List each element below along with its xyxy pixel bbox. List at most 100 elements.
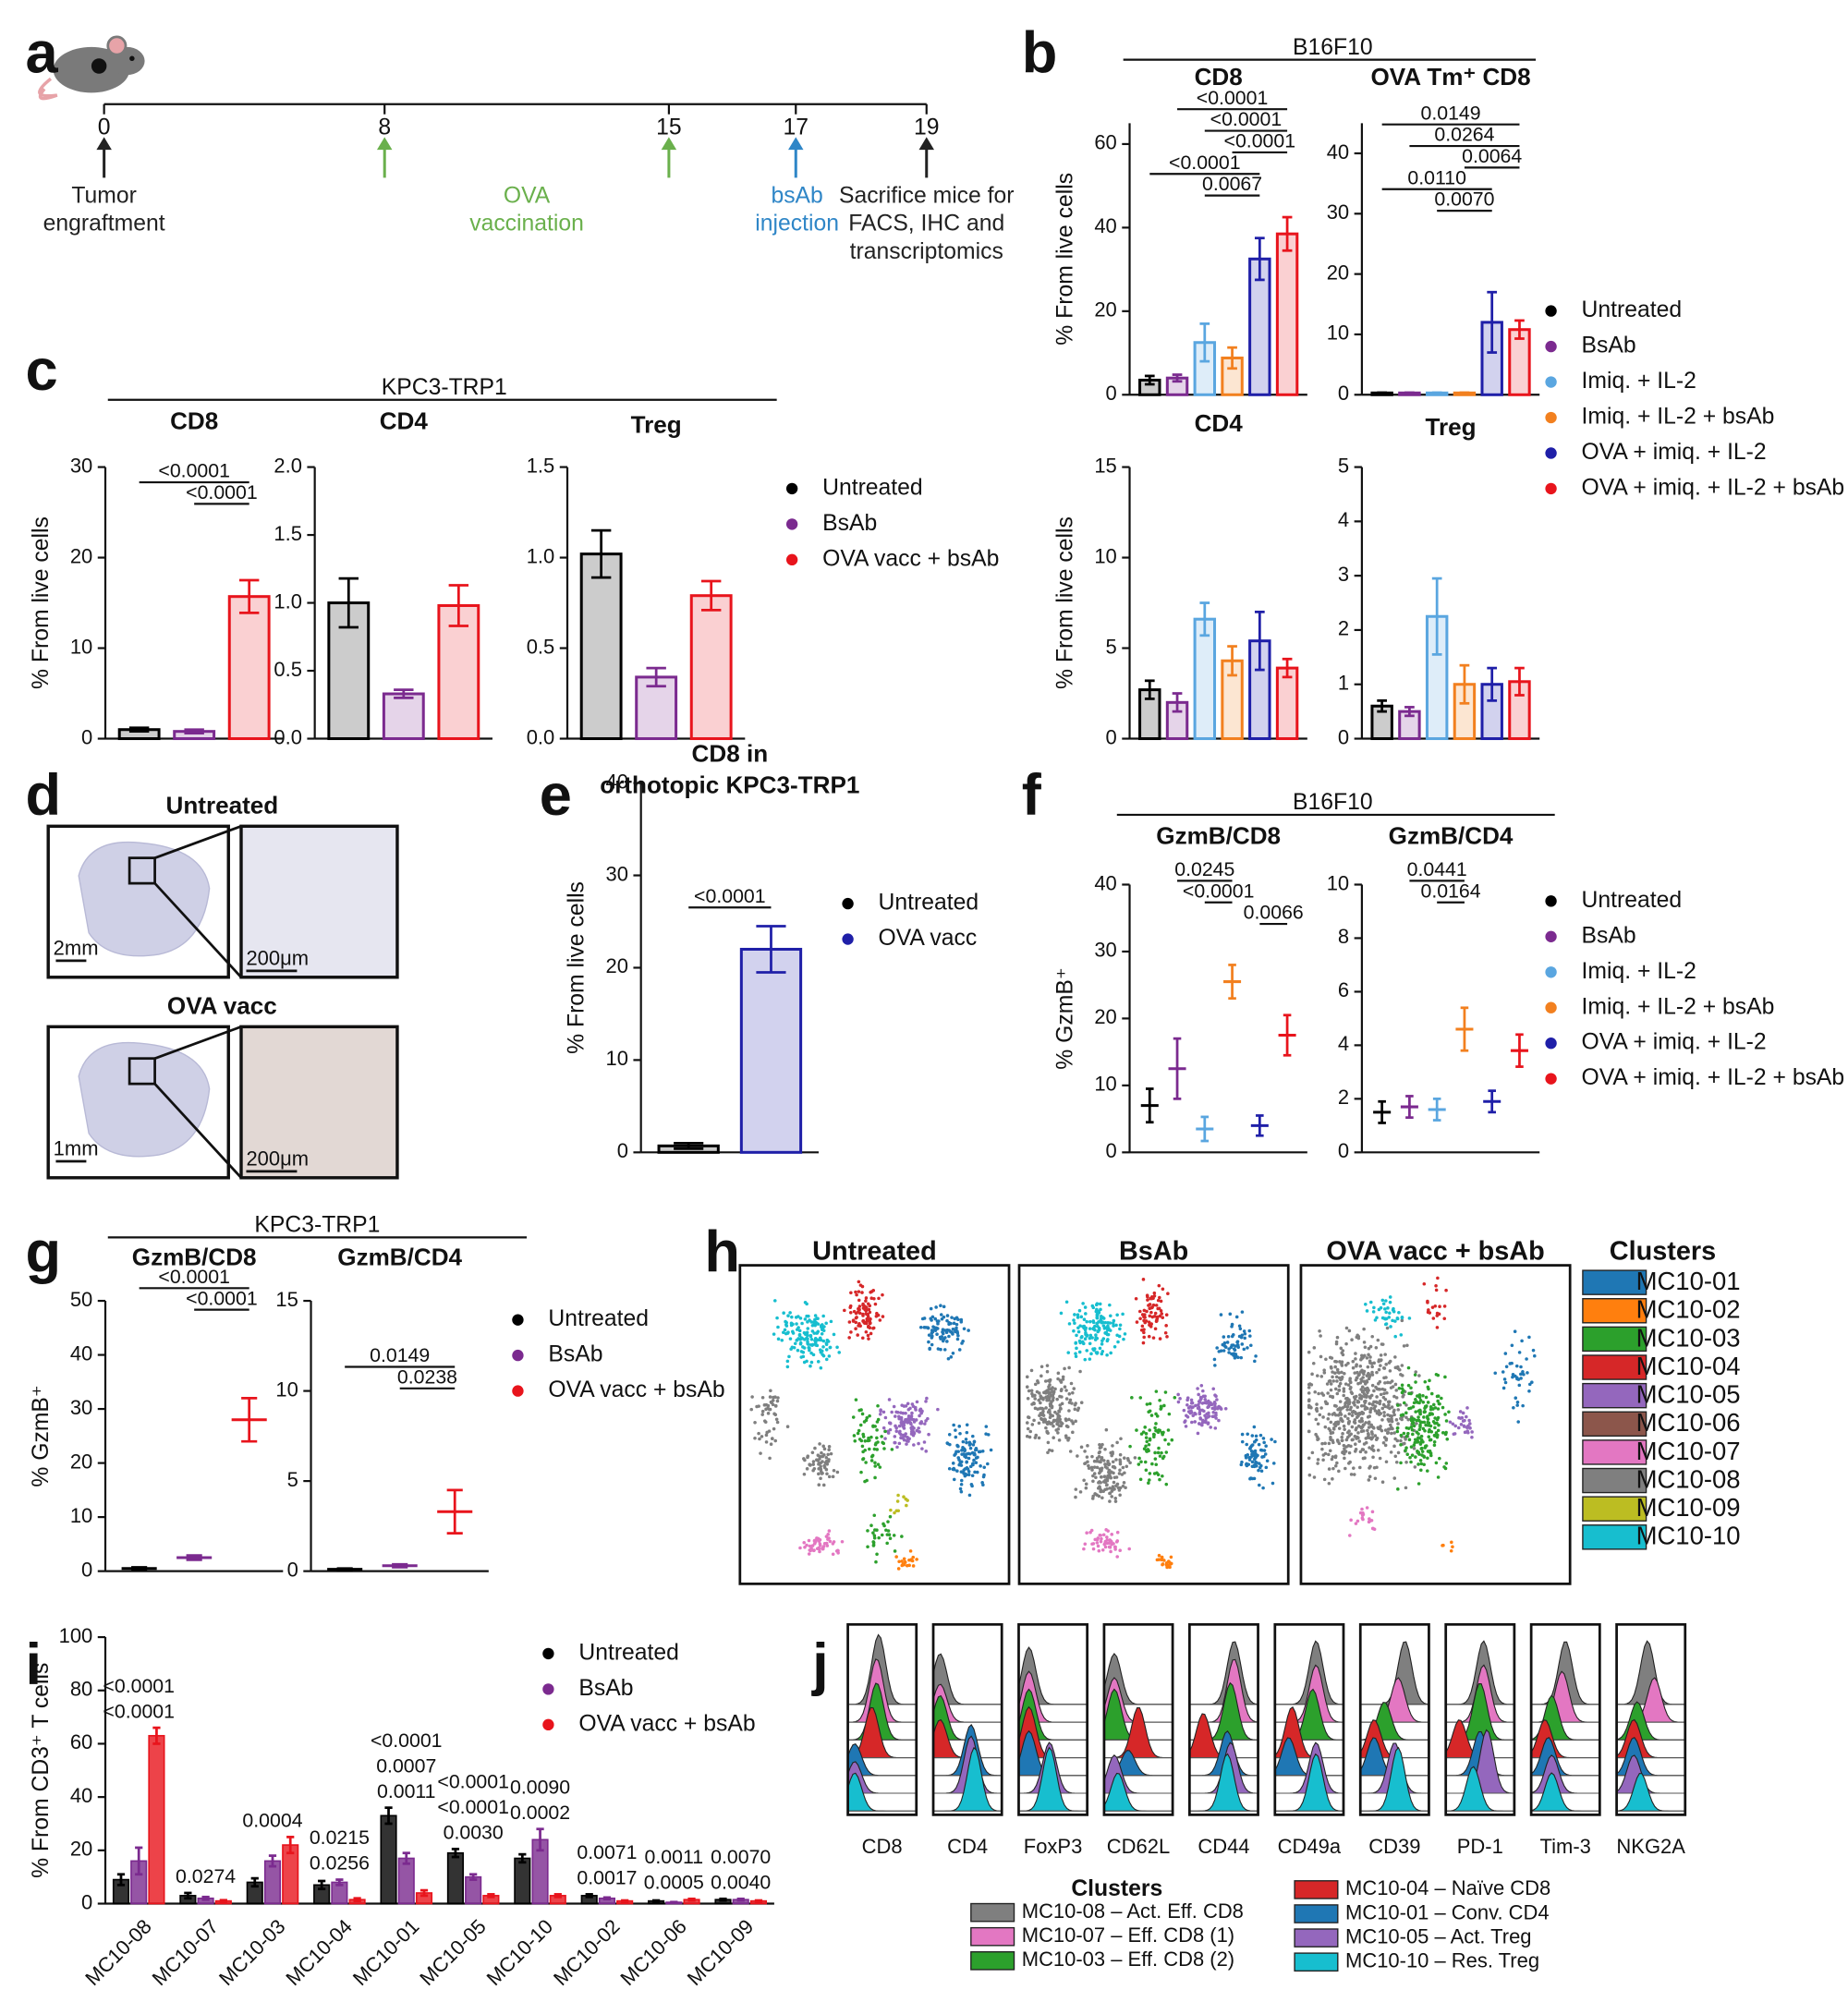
cell-point bbox=[1084, 1332, 1088, 1337]
cell-point bbox=[1112, 1345, 1117, 1349]
cell-point bbox=[1327, 1379, 1331, 1383]
cell-point bbox=[1115, 1555, 1119, 1559]
cell-point bbox=[1100, 1547, 1105, 1552]
cell-point bbox=[1204, 1401, 1209, 1405]
cell-point bbox=[1240, 1460, 1244, 1464]
cell-point bbox=[959, 1489, 964, 1494]
cell-point bbox=[1122, 1337, 1125, 1341]
cell-point bbox=[888, 1421, 893, 1426]
cell-point bbox=[1377, 1381, 1380, 1386]
cell-point bbox=[892, 1404, 896, 1409]
cell-point bbox=[828, 1345, 833, 1350]
legend-swatch bbox=[1294, 1904, 1339, 1923]
cell-point bbox=[1400, 1383, 1404, 1388]
chart-title: Treg bbox=[631, 411, 682, 439]
cell-point bbox=[1399, 1433, 1404, 1438]
y-tick-label: 0 bbox=[1338, 1139, 1349, 1162]
legend-swatch bbox=[970, 1926, 1015, 1947]
cell-point bbox=[1353, 1371, 1357, 1375]
cell-point bbox=[1211, 1387, 1216, 1391]
cell-point bbox=[1419, 1468, 1423, 1473]
cell-point bbox=[763, 1420, 768, 1425]
cell-point bbox=[1098, 1302, 1102, 1306]
panel-label: a bbox=[25, 21, 58, 86]
cell-point bbox=[1315, 1406, 1319, 1411]
legend-swatch bbox=[1582, 1467, 1647, 1494]
legend-swatch bbox=[970, 1902, 1015, 1923]
cell-point bbox=[1316, 1422, 1320, 1426]
error-bar bbox=[451, 1848, 460, 1859]
cell-point bbox=[1056, 1416, 1060, 1421]
cell-point bbox=[936, 1347, 941, 1351]
cell-point bbox=[1149, 1322, 1153, 1326]
cell-point bbox=[832, 1332, 836, 1337]
cell-point bbox=[1362, 1372, 1366, 1377]
cell-point bbox=[1066, 1351, 1071, 1354]
cell-point bbox=[864, 1296, 869, 1300]
cell-point bbox=[1250, 1452, 1254, 1456]
cell-point bbox=[1118, 1460, 1123, 1464]
y-tick-label: 50 bbox=[70, 1288, 92, 1311]
cell-point bbox=[961, 1439, 966, 1444]
cell-point bbox=[1246, 1453, 1250, 1457]
p-value: 0.0040 bbox=[711, 1871, 771, 1893]
cell-point bbox=[868, 1310, 872, 1315]
error-bar bbox=[585, 1893, 593, 1899]
cell-point bbox=[1406, 1365, 1411, 1370]
cell-point bbox=[1109, 1549, 1112, 1554]
cell-point bbox=[917, 1441, 920, 1446]
cell-point bbox=[1322, 1368, 1326, 1372]
cell-point bbox=[1106, 1459, 1110, 1463]
cell-point bbox=[1468, 1426, 1472, 1430]
error-bar bbox=[241, 1397, 258, 1443]
cell-point bbox=[1067, 1322, 1072, 1326]
cell-point bbox=[1313, 1389, 1318, 1394]
cell-point bbox=[866, 1325, 870, 1329]
cell-point bbox=[1094, 1475, 1098, 1480]
cell-point bbox=[1445, 1437, 1450, 1441]
cell-point bbox=[849, 1291, 853, 1295]
cell-point bbox=[1088, 1319, 1092, 1324]
cell-point bbox=[1516, 1420, 1520, 1424]
cell-point bbox=[1078, 1341, 1082, 1345]
cell-point bbox=[1030, 1402, 1034, 1406]
cell-point bbox=[1169, 1561, 1173, 1566]
zoom-connector bbox=[153, 882, 243, 978]
cell-point bbox=[1101, 1324, 1106, 1328]
cell-point bbox=[974, 1461, 979, 1464]
cell-point bbox=[1111, 1485, 1115, 1488]
cell-point bbox=[864, 1329, 869, 1334]
cell-point bbox=[1426, 1456, 1429, 1461]
cell-point bbox=[848, 1311, 853, 1315]
legend-label: Untreated bbox=[1582, 888, 1683, 913]
cell-point bbox=[1219, 1313, 1223, 1317]
panel-label: c bbox=[25, 338, 57, 403]
group-header: B16F10 bbox=[1293, 790, 1373, 815]
cell-point bbox=[1510, 1343, 1514, 1348]
cell-point bbox=[867, 1337, 870, 1341]
cell-point bbox=[1070, 1401, 1074, 1405]
cell-point bbox=[1396, 1422, 1400, 1426]
cell-point bbox=[1520, 1339, 1524, 1343]
cell-point bbox=[1168, 1565, 1172, 1570]
cell-point bbox=[1435, 1311, 1440, 1316]
cell-point bbox=[935, 1332, 939, 1337]
chart-title: GzmB/CD4 bbox=[337, 1244, 462, 1271]
cell-point bbox=[1341, 1432, 1344, 1436]
error-bar bbox=[392, 1562, 408, 1569]
cell-point bbox=[1436, 1373, 1441, 1377]
cell-point bbox=[827, 1445, 832, 1449]
cell-point bbox=[1085, 1455, 1089, 1459]
p-value: <0.0001 bbox=[437, 1771, 509, 1793]
cell-point bbox=[1422, 1415, 1426, 1419]
zoom-connector bbox=[154, 825, 242, 859]
cell-point bbox=[788, 1311, 792, 1315]
cell-point bbox=[797, 1329, 802, 1333]
bar bbox=[465, 1875, 482, 1905]
cell-point bbox=[793, 1341, 797, 1346]
cell-point bbox=[1055, 1421, 1060, 1426]
cell-point bbox=[1138, 1309, 1142, 1314]
cell-point bbox=[1354, 1394, 1358, 1399]
cell-point bbox=[1510, 1361, 1514, 1365]
cell-point bbox=[957, 1348, 962, 1352]
